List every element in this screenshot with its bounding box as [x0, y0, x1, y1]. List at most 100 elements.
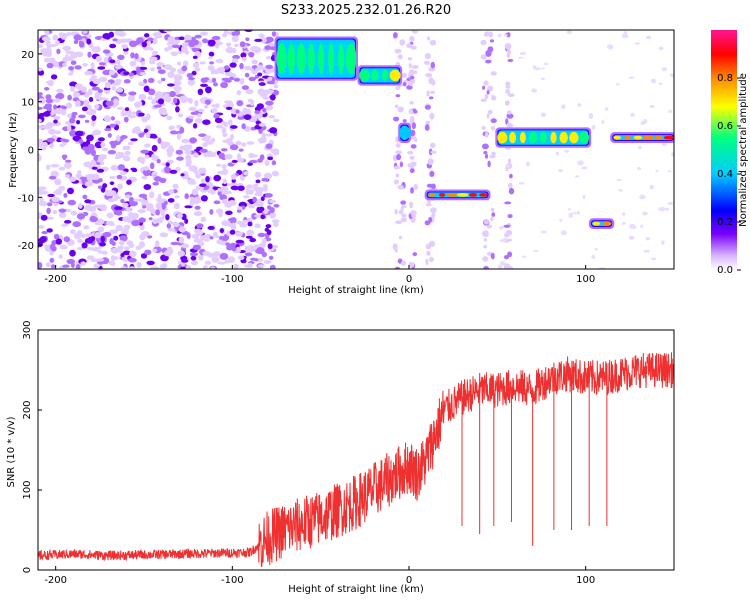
band-core	[381, 69, 388, 82]
noise-blob	[63, 193, 68, 198]
noise-blob	[429, 112, 435, 120]
noise-blob	[55, 94, 61, 99]
noise-blob	[395, 136, 400, 143]
noise-blob	[394, 248, 398, 253]
noise-blob	[109, 59, 116, 64]
noise-blob	[199, 61, 206, 65]
noise-blob	[230, 125, 238, 129]
noise-blob	[180, 45, 188, 53]
noise-blob	[115, 78, 122, 84]
noise-blob	[116, 135, 121, 142]
noise-blob	[134, 53, 139, 60]
noise-blob	[225, 210, 233, 215]
noise-blob	[136, 66, 141, 73]
noise-blob	[409, 36, 415, 42]
noise-blob	[271, 170, 279, 177]
noise-blob	[97, 137, 105, 142]
noise-blob	[98, 62, 106, 66]
colorbar-label: Normalized spectral amplitude	[738, 73, 749, 227]
band-core	[569, 131, 579, 144]
noise-blob	[205, 176, 210, 183]
noise-blob	[50, 164, 60, 168]
noise-blob	[268, 115, 276, 119]
noise-blob	[251, 59, 259, 65]
noise-blob	[108, 260, 115, 266]
band-core	[642, 135, 654, 140]
noise-blob	[559, 219, 563, 222]
noise-blob	[39, 201, 48, 207]
noise-blob	[483, 33, 490, 37]
noise-blob	[244, 72, 250, 78]
noise-blob	[45, 40, 52, 45]
noise-blob	[69, 117, 76, 124]
noise-blob	[231, 222, 236, 229]
noise-blob	[481, 143, 489, 150]
noise-blob	[86, 134, 94, 142]
noise-blob	[231, 178, 236, 183]
noise-blob	[241, 123, 246, 130]
noise-blob	[177, 113, 184, 118]
noise-blob	[155, 209, 160, 216]
noise-blob	[191, 70, 197, 76]
noise-blob	[201, 137, 210, 142]
noise-blob	[503, 237, 508, 242]
noise-blob	[144, 33, 150, 38]
band-core	[479, 193, 488, 197]
noise-blob	[483, 266, 489, 269]
noise-blob	[577, 210, 580, 215]
noise-blob	[650, 257, 657, 261]
noise-blob	[491, 95, 497, 101]
noise-blob	[393, 116, 400, 122]
noise-blob	[192, 244, 201, 251]
noise-blob	[217, 190, 222, 196]
noise-blob	[155, 202, 163, 210]
noise-blob	[198, 133, 207, 137]
noise-blob	[221, 220, 230, 227]
noise-blob	[255, 201, 264, 208]
noise-blob	[97, 89, 103, 93]
noise-blob	[227, 200, 237, 206]
noise-blob	[63, 236, 70, 243]
noise-blob	[429, 90, 436, 94]
x-tick-label: 0	[406, 274, 412, 285]
noise-blob	[213, 251, 221, 257]
noise-blob	[46, 207, 51, 215]
noise-blob	[395, 86, 401, 90]
noise-blob	[49, 250, 54, 256]
noise-blob	[243, 65, 252, 71]
noise-blob	[225, 46, 235, 54]
noise-blob	[193, 211, 203, 217]
noise-blob	[395, 150, 403, 155]
noise-blob	[397, 54, 403, 60]
noise-blob	[190, 255, 197, 261]
noise-blob	[159, 232, 169, 238]
band-core	[579, 131, 590, 144]
noise-blob	[265, 143, 273, 149]
noise-blob	[184, 34, 192, 42]
noise-blob	[645, 35, 652, 40]
noise-blob	[64, 162, 72, 169]
noise-blob	[122, 202, 129, 208]
noise-blob	[50, 111, 55, 116]
y-tick-label: 20	[21, 50, 34, 61]
noise-blob	[517, 56, 524, 59]
noise-blob	[508, 182, 513, 189]
noise-blob	[424, 104, 431, 110]
noise-blob	[181, 259, 189, 263]
noise-blob	[129, 60, 137, 67]
noise-blob	[184, 193, 189, 200]
band-core	[359, 69, 371, 82]
noise-blob	[193, 123, 198, 129]
noise-blob	[190, 111, 198, 116]
noise-blob	[235, 231, 243, 237]
noise-blob	[235, 239, 245, 244]
noise-blob	[128, 266, 136, 269]
noise-blob	[47, 193, 55, 198]
noise-blob	[137, 100, 143, 108]
noise-blob	[90, 149, 96, 157]
noise-blob	[255, 179, 261, 184]
noise-blob	[491, 212, 496, 217]
noise-blob	[120, 175, 128, 181]
x-tick-label: 100	[576, 575, 595, 586]
noise-blob	[263, 186, 268, 192]
